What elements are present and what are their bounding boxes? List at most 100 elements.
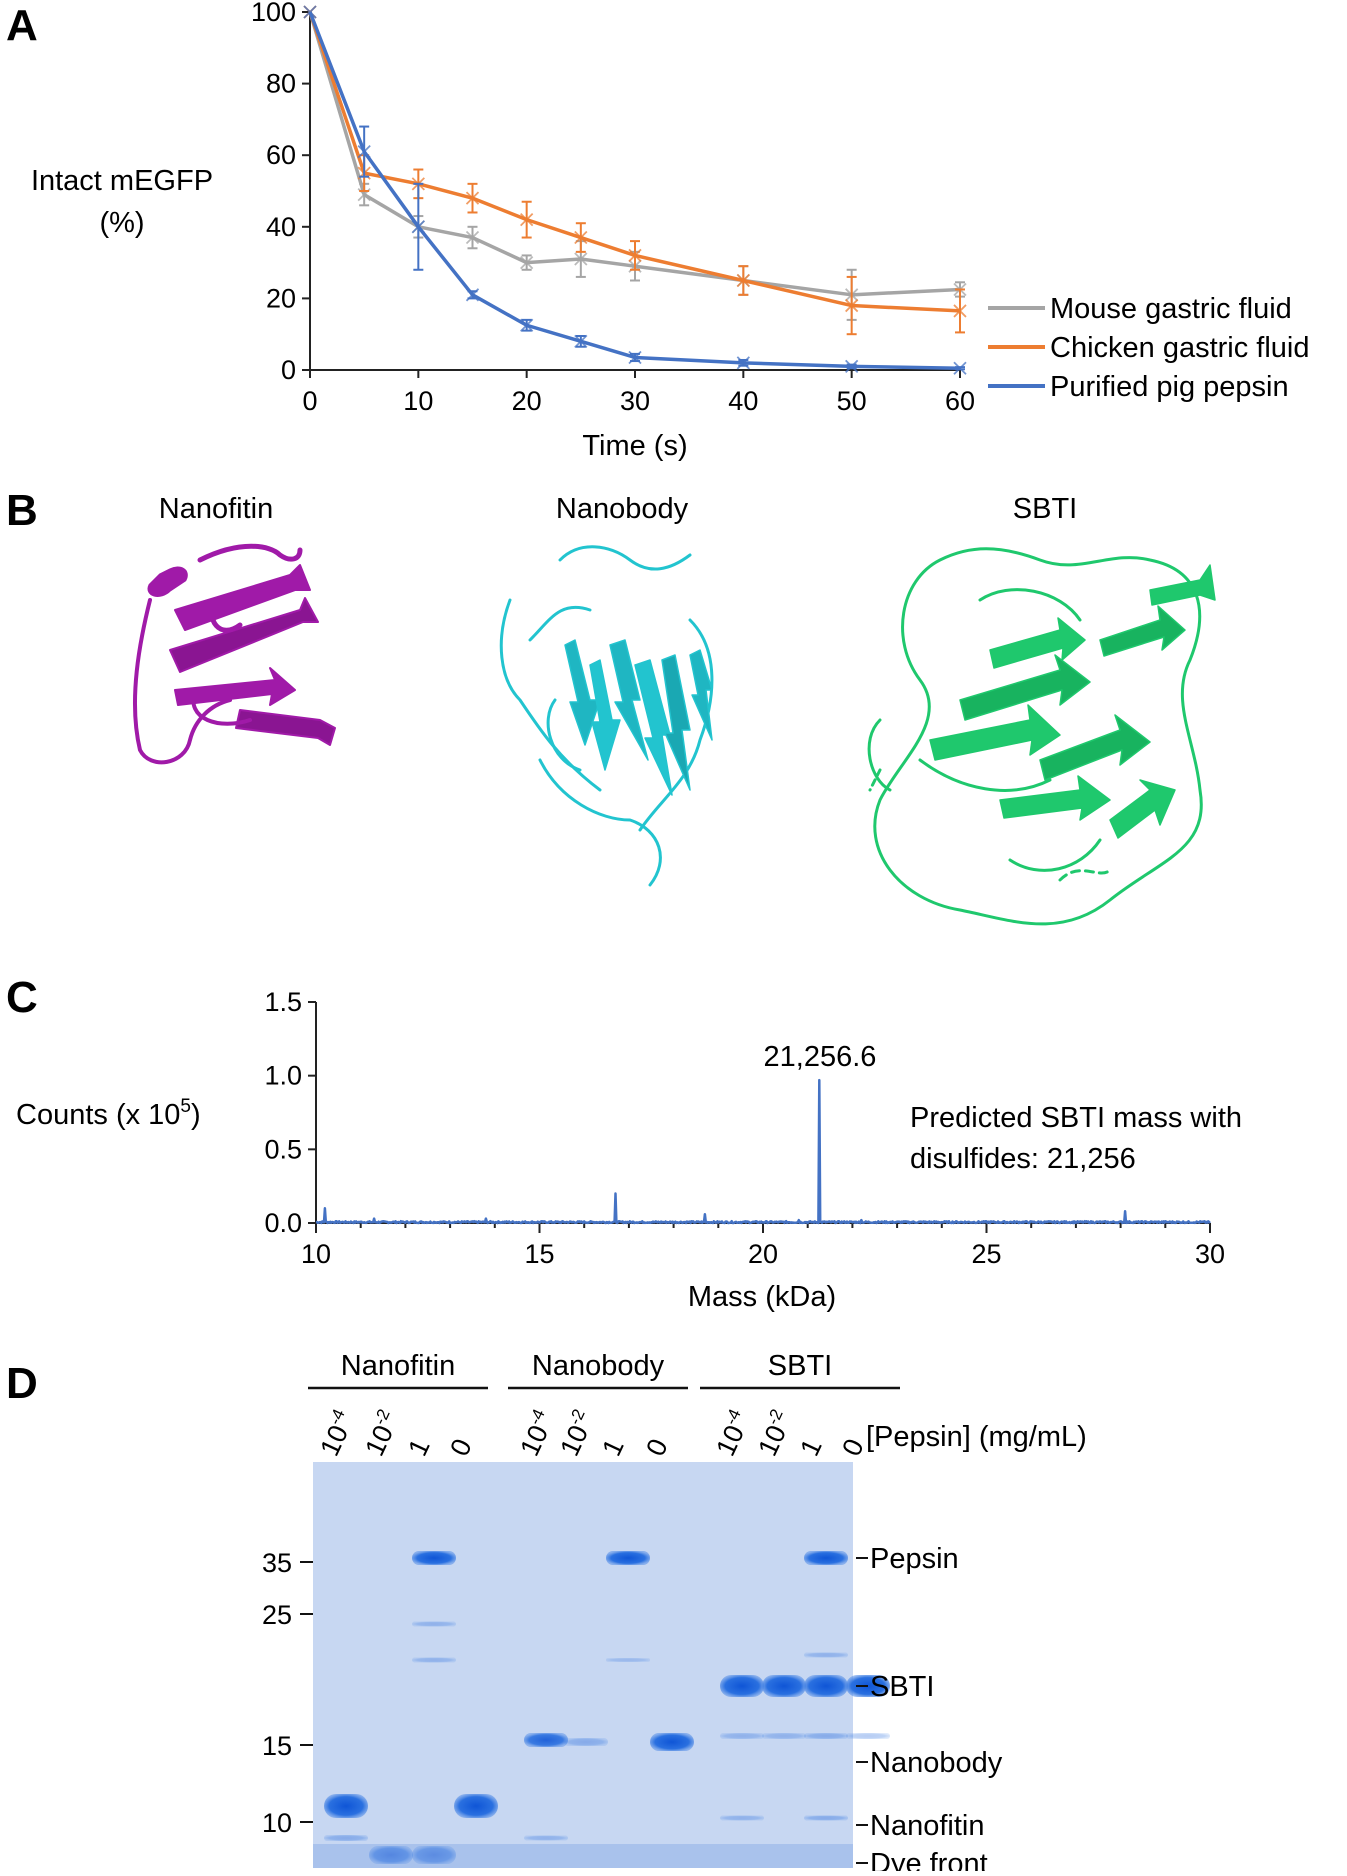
gel-group-sbti: SBTI	[768, 1350, 832, 1382]
panel-c-xtick-label: 20	[748, 1239, 778, 1269]
panel-c-xlabel: Mass (kDa)	[688, 1281, 836, 1313]
panel-c-xtick-label: 10	[301, 1239, 331, 1269]
gel-lane-label: 1	[794, 1434, 828, 1460]
gel-band	[762, 1675, 806, 1697]
panel-c-ytick-label: 1.5	[264, 987, 302, 1017]
panel-a-data-point	[465, 191, 480, 205]
panel-a-data-point	[736, 356, 750, 370]
panel-a-series-2	[303, 5, 967, 336]
gel-band	[804, 1675, 848, 1697]
gel-band-label: Dye front	[870, 1848, 988, 1871]
gel-band	[846, 1733, 890, 1739]
panel-a-data-point	[520, 213, 534, 227]
panel-a-ylabel-line2: (%)	[99, 207, 144, 239]
gel-band	[720, 1733, 764, 1739]
gel-band	[412, 1621, 456, 1627]
gel-band	[412, 1657, 456, 1663]
gel-band	[454, 1794, 498, 1818]
panel-a-data-point	[465, 230, 480, 245]
panel-a-series-line	[308, 11, 961, 297]
gel-band	[606, 1658, 650, 1662]
panel-a-data-point	[520, 318, 534, 332]
gel-lane-label: 1	[596, 1434, 630, 1460]
gel-lane-label: 0	[836, 1434, 870, 1460]
panel-a-data-point	[953, 304, 967, 318]
panel-a-xtick-label: 60	[945, 386, 975, 416]
panel-a-xtick-label: 0	[302, 386, 317, 416]
panel-a-xtick-label: 40	[728, 386, 758, 416]
gel-band-label: Nanobody	[870, 1747, 1003, 1779]
gel-lane-label: 10-4	[708, 1406, 756, 1460]
nanofitin-structure	[132, 543, 336, 765]
panel-a-data-point	[845, 359, 859, 374]
gel-lane-label: 10-2	[552, 1406, 600, 1460]
panel-a-ylabel-line1: Intact mEGFP	[31, 165, 213, 197]
gel-marker-label: 25	[262, 1600, 292, 1630]
gel-image	[313, 1462, 853, 1868]
gel-band	[804, 1733, 848, 1739]
gel-band-label: SBTI	[870, 1671, 934, 1703]
gel-lane-label: 10-2	[357, 1406, 405, 1460]
panel-a-data-point	[574, 252, 588, 266]
gel-band	[524, 1733, 568, 1747]
gel-lane-label: 1	[402, 1434, 436, 1460]
panel-a-data-point	[574, 334, 588, 348]
gel-lane-label: 10-4	[312, 1406, 360, 1460]
panel-c-xtick-label: 25	[971, 1239, 1001, 1269]
gel-band	[324, 1835, 368, 1841]
gel-lane-label: 0	[640, 1434, 674, 1460]
legend-label: Purified pig pepsin	[1050, 371, 1289, 403]
panel-c-spectrum	[315, 1078, 1211, 1225]
panel-a-ytick-label: 60	[266, 140, 296, 170]
panel-c-xtick-label: 30	[1195, 1239, 1225, 1269]
panel-a-data-point	[411, 220, 425, 234]
nanobody-structure	[499, 545, 714, 887]
gel-band	[650, 1733, 694, 1751]
panel-b-title-nanobody: Nanobody	[556, 493, 689, 525]
panel-d-gel-figure: Nanofitin Nanobody SBTI 10-410-21 0 10-410…	[262, 1350, 1087, 1876]
panel-a-ytick-label: 100	[251, 0, 296, 27]
panel-a-series-1	[303, 5, 967, 321]
panel-a-xtick-label: 50	[837, 386, 867, 416]
gel-band	[804, 1551, 848, 1565]
panel-a-data-point	[357, 144, 371, 159]
panel-a-legend: Mouse gastric fluid Chicken gastric fluid…	[988, 293, 1310, 403]
panel-a-xlabel: Time (s)	[582, 430, 687, 462]
legend-label: Chicken gastric fluid	[1050, 332, 1310, 364]
panel-c-ytick-label: 0.0	[264, 1208, 302, 1238]
panel-a-ytick-label: 80	[266, 69, 296, 99]
panel-a-data-point	[845, 298, 859, 313]
panel-a-series-line	[308, 11, 961, 370]
panel-letter-c: C	[6, 973, 38, 1022]
panel-c-ytick-label: 1.0	[264, 1061, 302, 1091]
panel-a-data-point	[628, 350, 642, 365]
panel-a-data-point	[574, 230, 588, 245]
panel-letter-b: B	[6, 486, 38, 535]
gel-band-label: Nanofitin	[870, 1810, 984, 1842]
panel-a-series-3	[303, 5, 967, 375]
panel-a-ytick-label: 0	[281, 355, 296, 385]
panel-a-xtick-label: 10	[403, 386, 433, 416]
panel-c-annotation-line1: Predicted SBTI mass with	[910, 1102, 1242, 1134]
gel-marker-label: 10	[262, 1808, 292, 1838]
panel-a-data-point	[953, 361, 967, 375]
panel-c-ytick-label: 0.5	[264, 1134, 302, 1164]
panel-c-annotation-line2: disulfides: 21,256	[910, 1143, 1136, 1175]
gel-band	[720, 1675, 764, 1697]
gel-lane-label: 10-2	[750, 1406, 798, 1460]
panel-b-title-sbti: SBTI	[1013, 493, 1077, 525]
gel-band	[369, 1846, 413, 1864]
gel-band	[720, 1815, 764, 1821]
gel-band	[412, 1551, 456, 1565]
panel-letter-d: D	[6, 1359, 38, 1408]
sbti-structure	[867, 547, 1216, 926]
panel-b-title-nanofitin: Nanofitin	[159, 493, 273, 525]
panel-c-xtick-label: 15	[524, 1239, 554, 1269]
gel-marker-label: 35	[262, 1548, 292, 1578]
panel-c-peak-label: 21,256.6	[764, 1041, 877, 1073]
panel-a-xtick-label: 30	[620, 386, 650, 416]
gel-group-nanobody: Nanobody	[532, 1350, 665, 1382]
gel-marker-label: 15	[262, 1731, 292, 1761]
